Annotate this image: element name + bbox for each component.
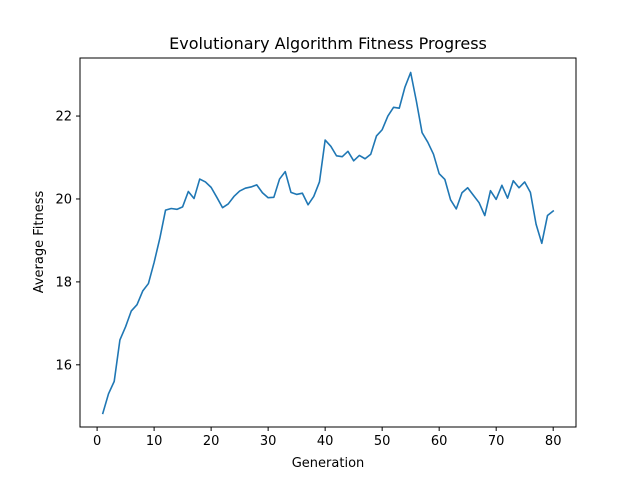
x-tick-label: 20 [203,434,220,449]
x-tick-label: 40 [317,434,334,449]
x-tick-label: 70 [488,434,505,449]
x-tick-label: 30 [260,434,277,449]
y-tick-label: 16 [55,358,72,373]
tick-group: 0 10 20 30 40 50 60 70 80 16 18 20 22 [55,110,561,449]
series-group [101,71,555,415]
x-tick-label: 80 [545,434,562,449]
chart-title: Evolutionary Algorithm Fitness Progress [169,34,487,53]
plot-frame [79,57,577,428]
y-tick-label: 20 [55,192,72,207]
x-tick-label: 50 [374,434,391,449]
x-axis-label: Generation [292,456,365,471]
y-axis-label: Average Fitness [32,191,47,294]
y-tick-label: 22 [55,110,72,125]
x-tick-label: 60 [431,434,448,449]
series-line-0 [101,71,555,415]
x-tick-label: 10 [146,434,163,449]
y-tick-label: 18 [55,275,72,290]
x-tick-label: 0 [93,434,101,449]
